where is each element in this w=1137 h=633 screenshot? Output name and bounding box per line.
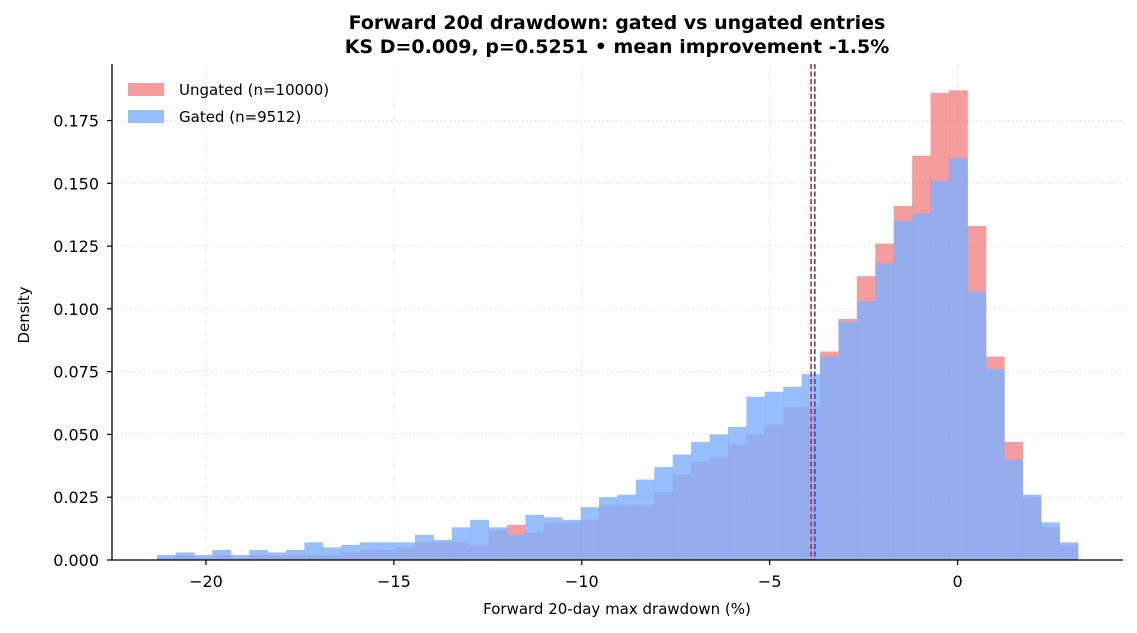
x-axis-label: Forward 20-day max drawdown (%) (483, 600, 751, 618)
legend-label-ungated: Ungated (n=10000) (179, 81, 329, 99)
gated-bar-23 (580, 507, 600, 560)
gated-bar-36 (820, 356, 839, 560)
gated-bar-9 (322, 547, 342, 560)
gated-bar-18 (488, 527, 508, 560)
legend-swatch-ungated (128, 83, 164, 96)
x-tick-label-4: 0 (953, 572, 963, 591)
gated-bar-29 (691, 441, 710, 560)
y-tick-label-3: 0.075 (53, 363, 99, 382)
axes (111, 64, 1123, 561)
gated-bar-48 (1041, 522, 1060, 560)
gated-bar-26 (635, 479, 655, 560)
y-tick-label-6: 0.150 (53, 174, 99, 193)
gated-bar-6 (267, 552, 287, 560)
y-tick-label-0: 0.000 (53, 551, 99, 570)
y-axis-label: Density (15, 286, 33, 343)
y-tick-label-1: 0.025 (53, 488, 99, 507)
gated-bar-3 (212, 549, 232, 560)
gated-bar-15 (433, 539, 453, 560)
gated-bar-11 (359, 542, 379, 560)
gated-bar-47 (1022, 494, 1042, 560)
gated-bar-49 (1059, 542, 1079, 560)
gated-bar-44 (967, 291, 987, 560)
chart-subtitle: KS D=0.009, p=0.5251 • mean improvement … (345, 36, 890, 58)
gated-bar-32 (746, 396, 766, 560)
gated-bar-30 (709, 434, 729, 560)
gated-bar-33 (764, 391, 784, 560)
gated-bar-5 (249, 549, 268, 560)
gated-bar-1 (175, 552, 195, 560)
x-ticks: −20 −15 −10 −5 0 (189, 560, 963, 591)
y-tick-label-7: 0.175 (53, 112, 99, 131)
y-tick-label-5: 0.125 (53, 237, 99, 256)
gated-bar-46 (1004, 459, 1024, 560)
gated-bar-40 (893, 220, 913, 560)
x-tick-label-3: −5 (758, 572, 782, 591)
gated-bar-16 (451, 527, 471, 560)
gated-bar-13 (396, 542, 416, 560)
gated-bar-28 (672, 454, 692, 560)
gated-bar-34 (783, 386, 803, 560)
gated-bar-41 (912, 213, 931, 560)
gated-bar-10 (341, 544, 361, 560)
legend-label-gated: Gated (n=9512) (179, 108, 301, 126)
legend-swatch-gated (128, 110, 164, 123)
x-tick-label-0: −20 (189, 572, 223, 591)
gated-bar-27 (654, 467, 674, 560)
x-tick-label-2: −10 (565, 572, 599, 591)
gated-bar-0 (157, 554, 176, 560)
chart-title: Forward 20d drawdown: gated vs ungated e… (349, 12, 886, 34)
gated-bar-17 (470, 519, 489, 560)
gated-bar-2 (193, 554, 213, 560)
x-tick-label-1: −15 (377, 572, 411, 591)
gated-bar-24 (599, 497, 618, 560)
gated-bar-7 (286, 549, 305, 560)
legend: Ungated (n=10000) Gated (n=9512) (128, 81, 329, 126)
gated-bar-31 (727, 426, 747, 560)
gated-bar-38 (856, 301, 876, 560)
y-ticks: 0.000 0.025 0.050 0.075 0.100 0.125 0.150 0.175 (53, 112, 112, 570)
gated-bar-43 (948, 158, 968, 560)
gated-series (157, 158, 1079, 561)
gated-bar-45 (985, 369, 1005, 560)
gated-bar-25 (617, 494, 637, 560)
gated-bar-14 (414, 534, 434, 560)
gated-bar-12 (378, 542, 397, 560)
gated-bar-42 (930, 180, 950, 561)
gated-bar-39 (875, 263, 895, 560)
gated-bar-22 (562, 519, 582, 560)
gated-bar-4 (230, 554, 250, 560)
gated-bar-20 (525, 514, 545, 560)
gated-bar-21 (543, 517, 563, 560)
gated-bar-8 (304, 542, 324, 560)
mean-lines (810, 64, 816, 560)
gated-bar-35 (801, 374, 821, 560)
y-tick-label-2: 0.050 (53, 425, 99, 444)
gated-bar-37 (838, 321, 858, 560)
y-tick-label-4: 0.100 (53, 300, 99, 319)
gated-bar-19 (507, 534, 526, 560)
